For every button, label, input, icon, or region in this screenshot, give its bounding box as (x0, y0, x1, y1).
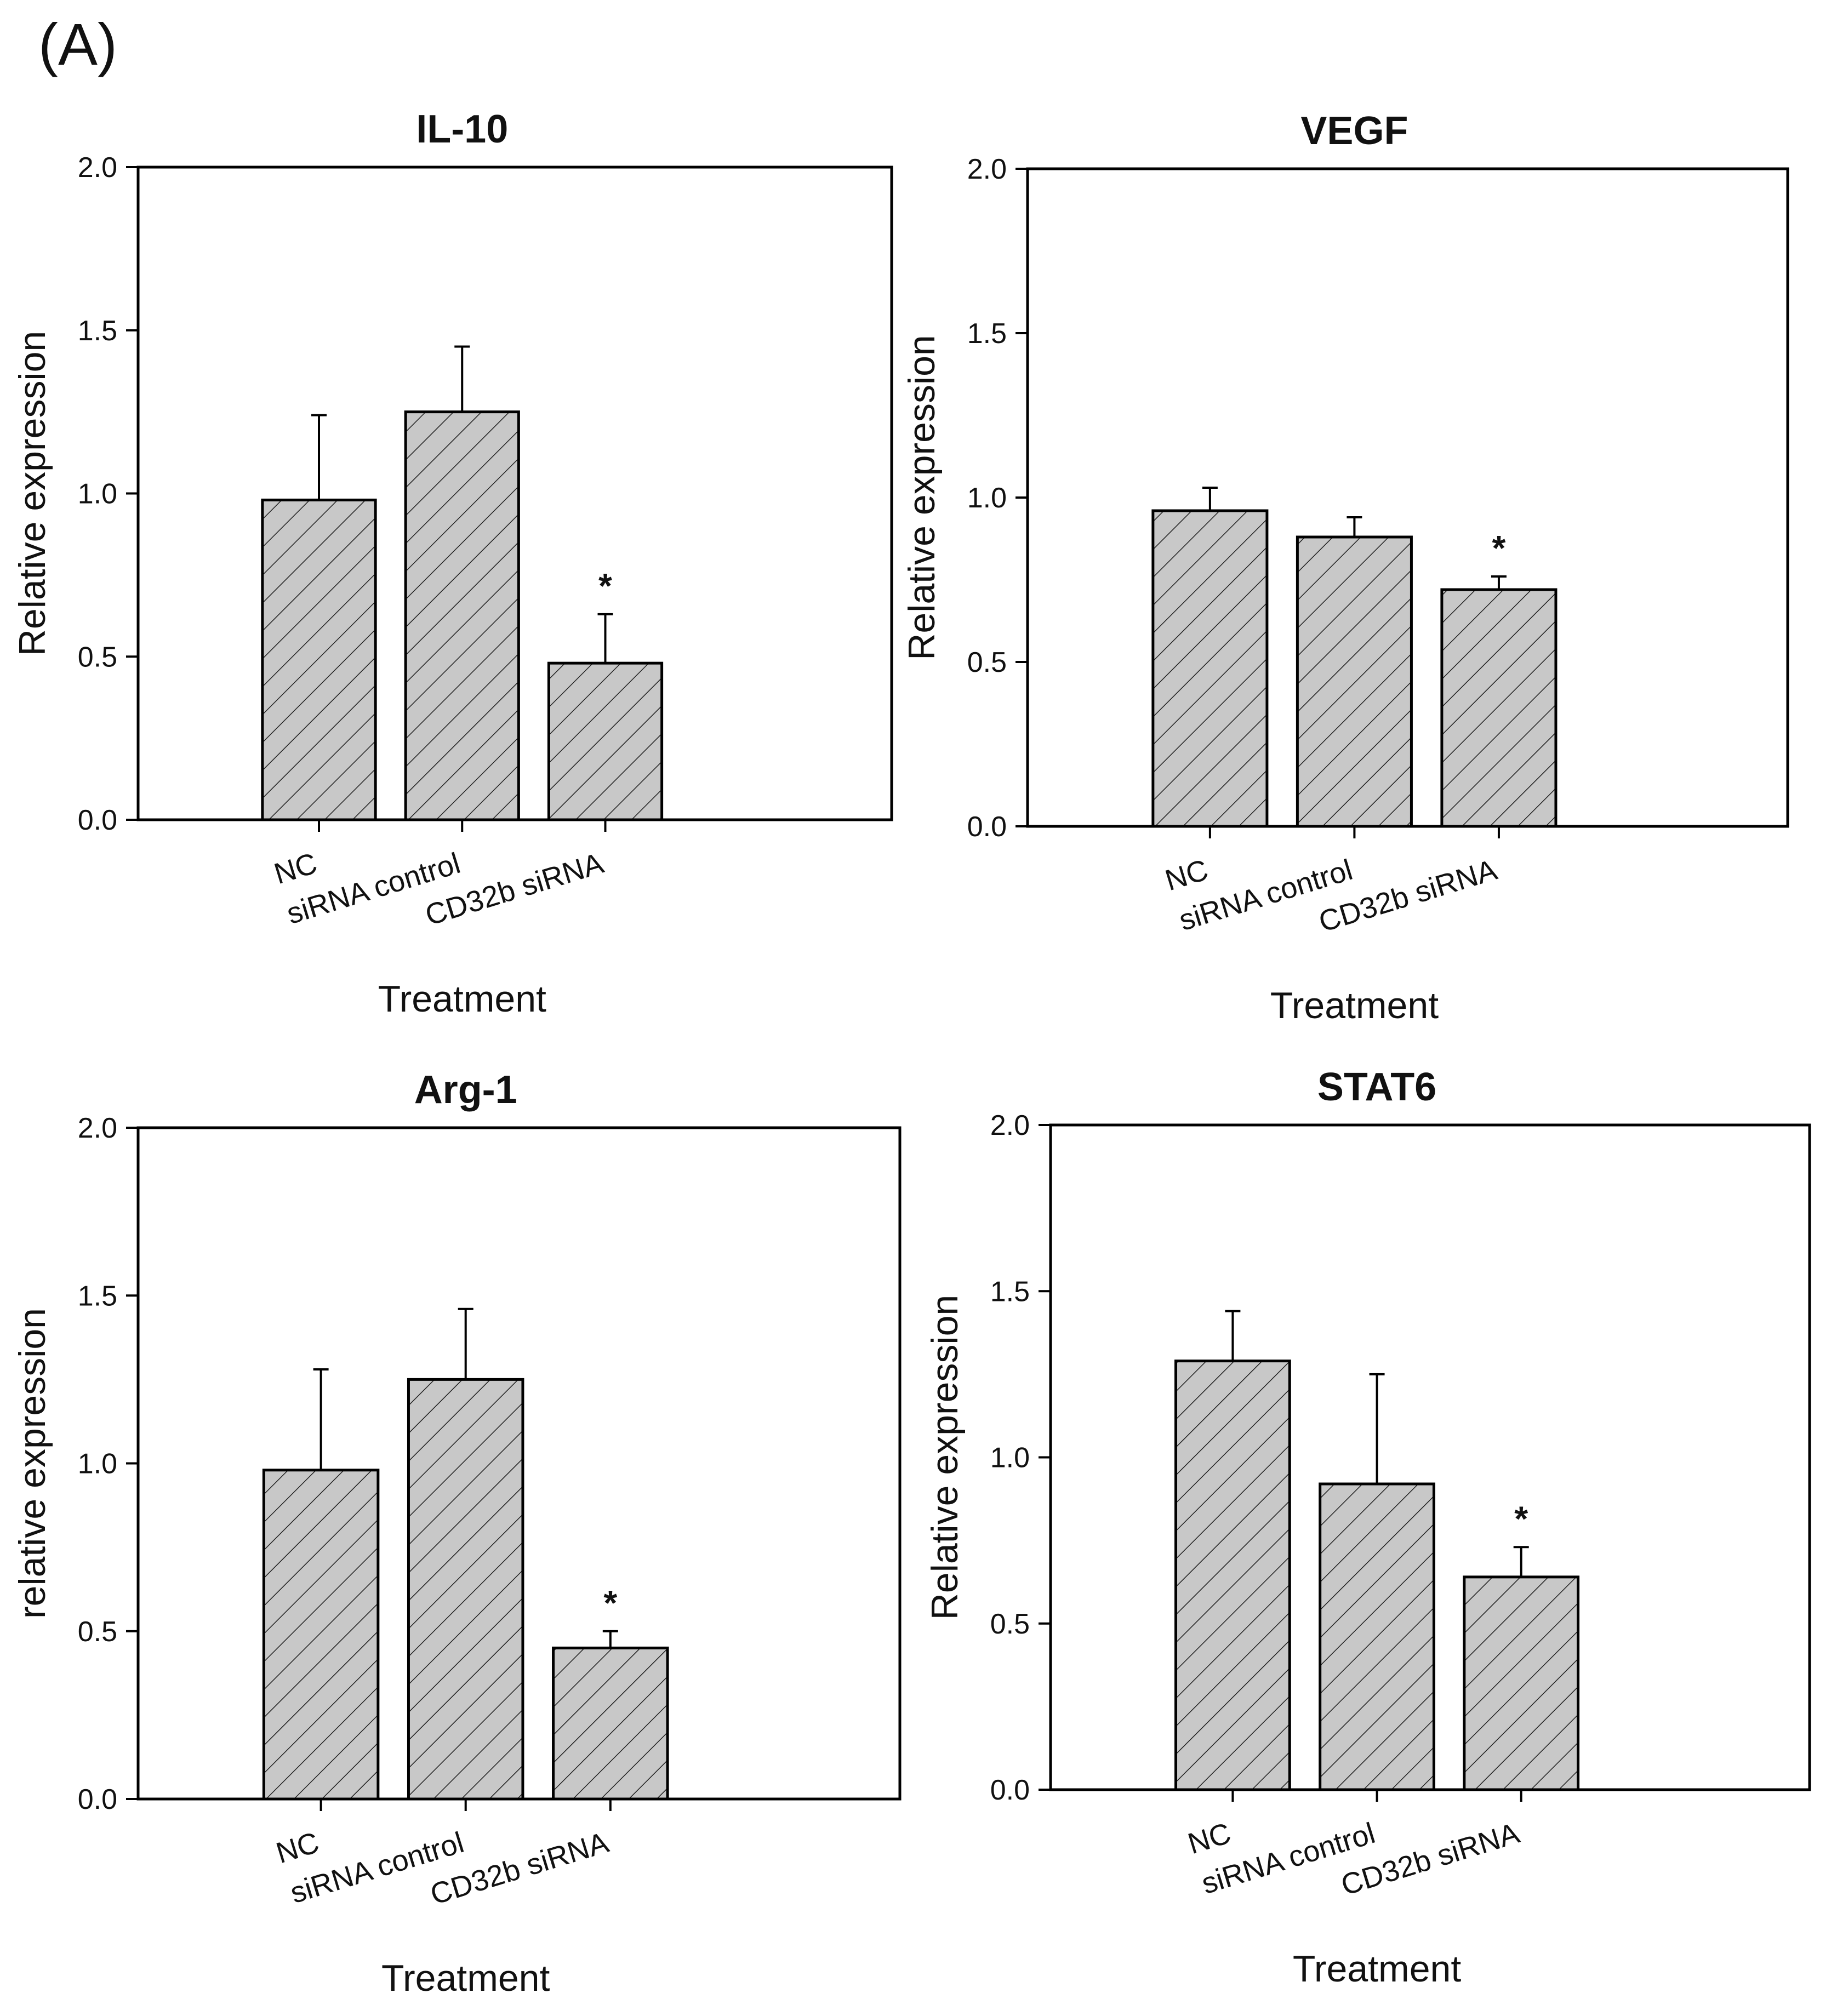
bar-nc (1174, 1360, 1291, 1791)
x-axis-label: Treatment (1293, 1948, 1461, 1990)
bar-nc (261, 498, 377, 821)
y-tick-label: 0.5 (78, 641, 117, 673)
y-axis-label: relative expression (12, 1308, 53, 1619)
x-tick-label: NC (270, 847, 321, 890)
chart-title: STAT6 (1317, 1065, 1436, 1109)
y-tick-label: 2.0 (78, 152, 117, 184)
significance-marker: * (1492, 528, 1505, 568)
bar-cd32b-sirna (547, 661, 664, 821)
y-tick-label: 0.0 (967, 811, 1007, 843)
y-tick-label: 0.5 (78, 1616, 117, 1648)
y-axis-label: Relative expression (901, 335, 943, 660)
significance-marker: * (603, 1583, 617, 1623)
y-tick-label: 1.5 (78, 315, 117, 347)
x-axis-label: Treatment (1270, 985, 1439, 1026)
chart-title: Arg-1 (414, 1068, 517, 1112)
bar-sirna-control (1319, 1482, 1435, 1791)
significance-marker: * (1514, 1499, 1528, 1538)
y-tick-label: 1.0 (967, 482, 1007, 514)
bar-sirna-control (407, 1378, 524, 1801)
x-tick-label: NC (272, 1826, 323, 1870)
y-tick-label: 0.0 (78, 1784, 117, 1815)
y-tick-label: 2.0 (78, 1112, 117, 1144)
significance-marker: * (598, 566, 612, 606)
y-tick-label: 0.5 (967, 647, 1007, 678)
x-axis-label: Treatment (378, 978, 546, 1020)
bar-sirna-control (1296, 535, 1413, 828)
bar-nc (1151, 509, 1269, 828)
y-tick-label: 1.5 (78, 1280, 117, 1312)
bar-cd32b-sirna (552, 1646, 669, 1801)
chart-title: IL-10 (416, 107, 508, 151)
x-tick-label: NC (1161, 853, 1212, 897)
bar-sirna-control (404, 410, 520, 821)
y-tick-label: 1.0 (78, 1448, 117, 1480)
y-tick-label: 0.0 (990, 1774, 1030, 1806)
y-tick-label: 1.5 (990, 1276, 1030, 1307)
y-axis-label: Relative expression (12, 331, 53, 656)
y-tick-label: 1.5 (967, 318, 1007, 350)
y-tick-label: 2.0 (990, 1110, 1030, 1141)
bar-nc (262, 1469, 380, 1801)
panel-label: (A) (38, 11, 117, 77)
x-tick-label: NC (1184, 1817, 1235, 1860)
y-tick-label: 1.0 (78, 478, 117, 510)
y-tick-label: 2.0 (967, 153, 1007, 185)
y-tick-label: 0.5 (990, 1608, 1030, 1640)
y-axis-label: Relative expression (924, 1295, 966, 1620)
bar-cd32b-sirna (1440, 588, 1558, 828)
bar-cd32b-sirna (1463, 1575, 1580, 1791)
y-tick-label: 0.0 (78, 804, 117, 836)
x-axis-label: Treatment (381, 1957, 550, 1999)
y-tick-label: 1.0 (990, 1442, 1030, 1474)
chart-title: VEGF (1300, 109, 1408, 153)
